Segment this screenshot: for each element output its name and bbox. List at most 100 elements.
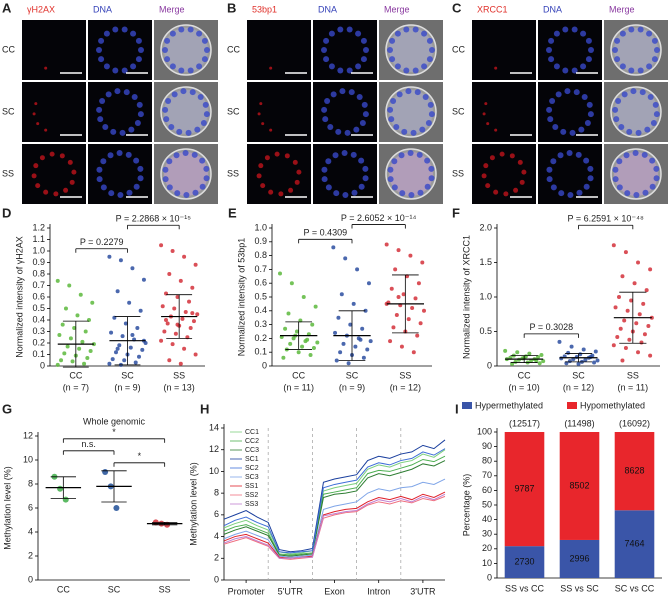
x-tick-label: SS — [159, 584, 171, 594]
nucleus — [389, 56, 396, 63]
nucleus — [99, 98, 106, 105]
nucleus — [637, 67, 644, 74]
data-point — [632, 281, 637, 286]
nucleus — [387, 106, 394, 113]
nucleus — [121, 67, 128, 74]
nucleus — [103, 63, 110, 70]
data-point — [191, 319, 196, 324]
nucleus — [168, 123, 175, 130]
nucleus — [191, 151, 198, 158]
nucleus — [96, 47, 102, 54]
data-point — [165, 321, 170, 326]
nucleus — [619, 30, 626, 37]
comparison-label: P = 0.4309 — [304, 228, 348, 238]
nucleus — [624, 190, 631, 197]
x-tick-label: SS vs CC — [505, 583, 545, 593]
data-point — [117, 343, 122, 348]
legend-label: Hypermethylated — [475, 400, 543, 410]
nucleus — [396, 91, 403, 98]
data-point — [120, 334, 125, 339]
nucleus — [335, 128, 342, 135]
foci — [264, 155, 270, 161]
nucleus — [564, 88, 571, 95]
data-point — [581, 347, 586, 352]
data-point — [388, 339, 393, 344]
nucleus — [194, 126, 201, 133]
foci — [71, 169, 77, 175]
nucleus — [644, 126, 651, 133]
foci — [69, 179, 75, 185]
data-point — [622, 318, 627, 323]
nucleus — [546, 47, 552, 54]
n-label: (n = 11) — [283, 382, 314, 392]
nucleus — [387, 166, 394, 173]
data-point — [365, 347, 370, 352]
data-point — [170, 342, 175, 347]
nucleus — [628, 67, 635, 74]
data-point — [503, 348, 508, 353]
nucleus — [348, 89, 355, 96]
x-tick-label: CC — [57, 584, 70, 594]
data-point — [617, 295, 622, 299]
bar-segment — [504, 432, 545, 547]
nucleus — [126, 189, 133, 196]
nucleus — [103, 30, 110, 37]
n-label: (n = 12) — [563, 382, 594, 392]
nucleus — [612, 47, 618, 54]
nucleus — [137, 111, 144, 118]
y-tick-label: 30 — [482, 529, 492, 539]
nucleus — [637, 26, 644, 33]
bar-segment — [614, 432, 655, 511]
nucleus — [646, 30, 653, 37]
data-point — [413, 296, 418, 301]
nucleus — [583, 183, 590, 190]
data-point — [57, 332, 62, 337]
column-header: XRCC1 — [477, 4, 508, 14]
data-point — [420, 260, 425, 265]
nucleus — [196, 30, 203, 37]
comparison-label: P = 2.6052 × 10⁻¹⁴ — [341, 213, 417, 223]
foci — [482, 112, 486, 116]
y-tick-label: 80 — [482, 456, 492, 466]
data-label: 2996 — [569, 553, 589, 563]
foci — [517, 159, 523, 165]
nucleus — [358, 183, 365, 190]
nucleus — [200, 119, 207, 126]
nucleus — [653, 175, 660, 182]
data-point — [110, 357, 115, 362]
data-point — [60, 322, 65, 327]
nucleus — [204, 47, 210, 53]
nucleus — [612, 166, 619, 173]
nucleus — [355, 30, 362, 37]
data-point — [646, 323, 651, 328]
nucleus — [107, 152, 114, 159]
nucleus — [394, 63, 401, 70]
nucleus — [130, 63, 137, 70]
nucleus — [96, 106, 103, 113]
data-point — [620, 358, 625, 363]
nucleus — [405, 88, 412, 95]
column-header: Merge — [384, 4, 410, 14]
column-header: DNA — [543, 4, 562, 14]
nucleus — [613, 116, 620, 123]
nucleus — [557, 152, 564, 159]
nucleus — [571, 67, 578, 74]
panel-letter: G — [2, 401, 12, 416]
nucleus — [421, 63, 428, 70]
data-point — [576, 361, 581, 366]
data-point — [334, 358, 339, 363]
data-point — [623, 250, 628, 255]
y-tick-label: 20 — [482, 543, 492, 553]
foci — [269, 66, 273, 70]
data-point — [102, 469, 109, 475]
nucleus — [653, 165, 660, 172]
nucleus — [98, 56, 105, 63]
n-label: (n = 12) — [390, 382, 421, 392]
nucleus — [588, 47, 594, 53]
nucleus — [202, 101, 209, 108]
y-tick-label: 0.3 — [254, 319, 267, 329]
data-point — [173, 331, 178, 336]
nucleus — [552, 123, 559, 130]
data-point — [78, 292, 83, 297]
